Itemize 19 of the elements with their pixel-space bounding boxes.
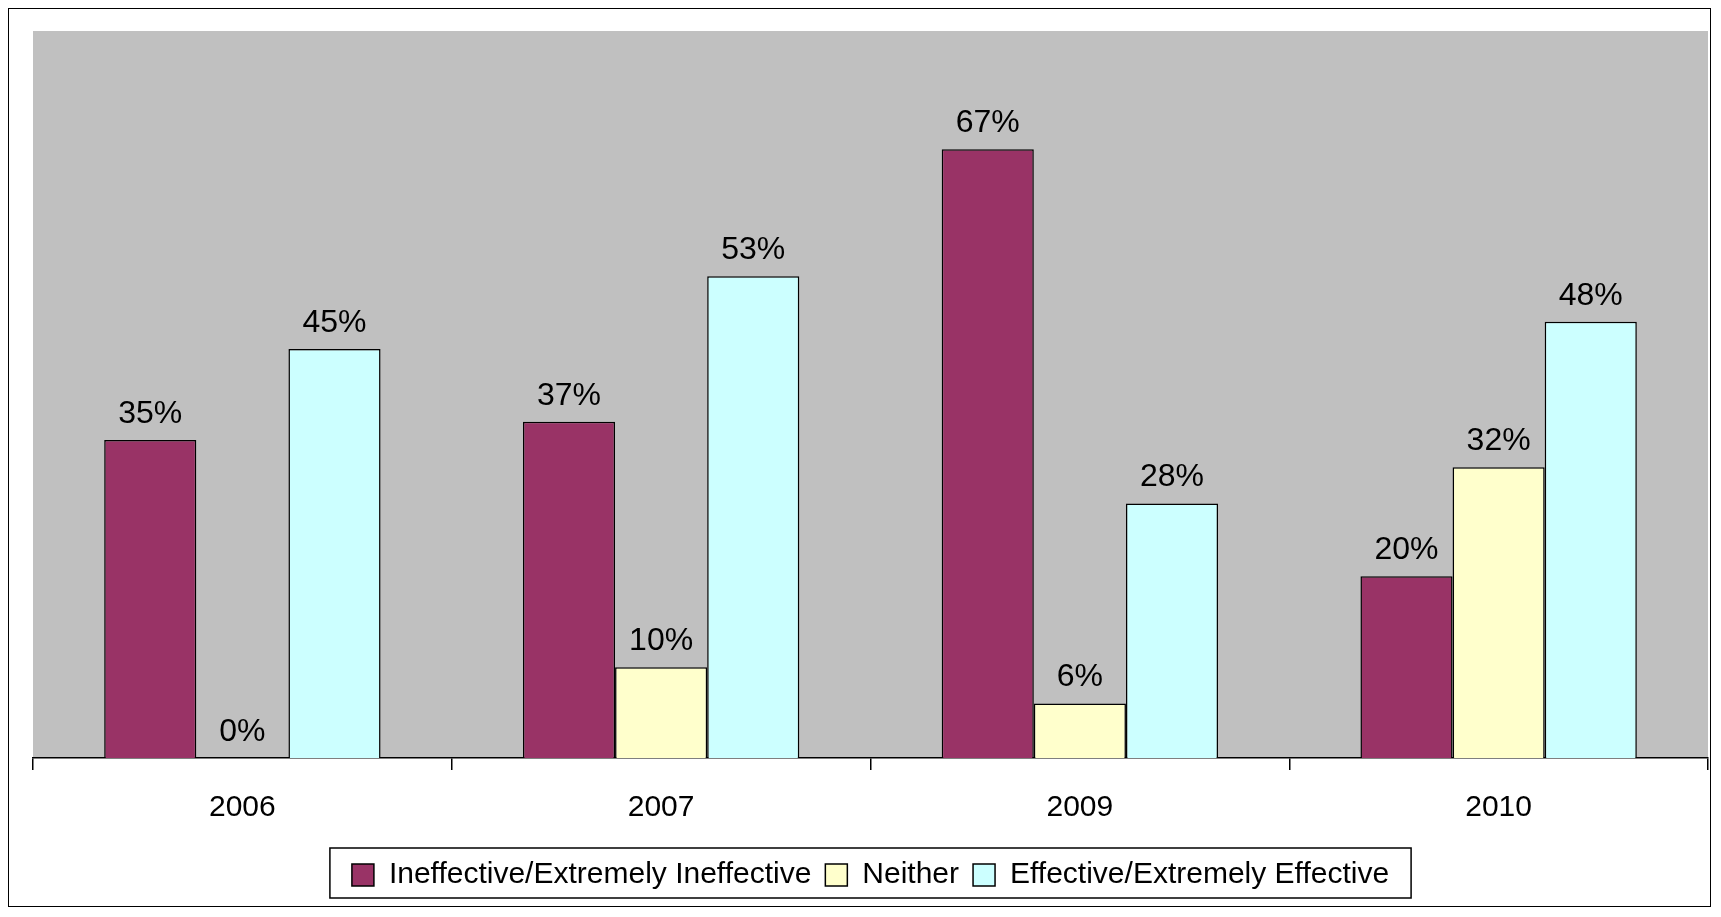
legend-label: Ineffective/Extremely Ineffective [388, 856, 812, 890]
data-label: 28% [1139, 457, 1205, 494]
x-tick-label: 2007 [627, 789, 695, 823]
data-label: 67% [955, 102, 1020, 139]
x-tick-label: 2006 [209, 789, 276, 823]
data-label: 10% [629, 620, 694, 657]
data-label: 0% [219, 711, 266, 748]
data-label: 32% [1466, 421, 1531, 458]
x-tick-label: 2010 [1465, 789, 1532, 823]
x-tick-label: 2009 [1046, 789, 1114, 823]
legend-label: Effective/Extremely Effective [1010, 856, 1390, 890]
data-label: 37% [536, 375, 602, 412]
data-label: 6% [1056, 657, 1103, 694]
data-label: 35% [118, 393, 183, 430]
data-label: 48% [1558, 275, 1623, 312]
legend-label: Neither [862, 856, 960, 890]
data-label: 20% [1374, 530, 1439, 567]
data-label: 45% [302, 302, 367, 339]
data-label: 53% [721, 230, 786, 267]
